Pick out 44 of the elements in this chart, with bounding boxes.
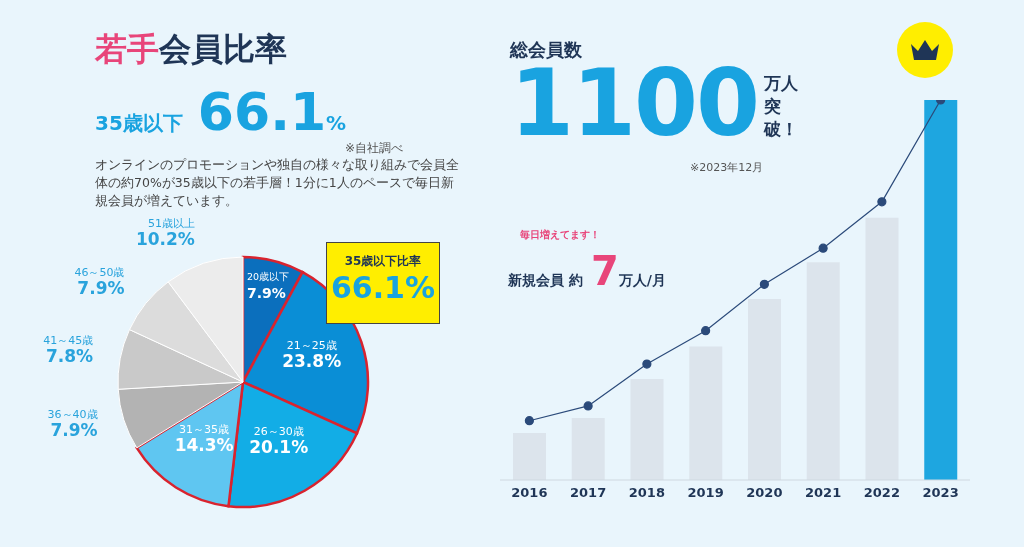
slice-label: 51歳以上 [147,217,195,231]
point [818,243,828,253]
point [583,401,593,411]
x-tick-label: 2022 [863,485,900,501]
annotation: 毎日増えてます！ [520,228,600,242]
x-tick-label: 2016 [511,485,548,501]
bar [806,262,840,480]
bar [630,378,664,480]
x-tick-label: 2023 [922,485,959,501]
slice-label: 46～50歳 [74,266,125,280]
x-tick-label: 2019 [687,485,724,501]
data-label: 14.3% [174,435,234,456]
bar [748,299,781,480]
text: 35歳以下比率 66.1% [329,253,437,305]
text: オンラインのプロモーションや独自の様々な取り組みで会員全体の約70%が35歳以下の若手層！1分に1人のペースで毎日新規会員が増えています。 [95,156,460,210]
x-tick-label: 2018 [628,485,665,501]
x-tick-label: 2021 [805,485,842,501]
slice-label: 21～25歳 [286,338,337,352]
text: ※自社調べ [345,140,404,157]
chart-title: 若手会員比率 [95,29,287,70]
bar [924,100,958,480]
data-label: 10.2% [135,229,195,250]
annotation: ※2023年12月 [690,160,764,175]
point [642,359,652,369]
point [759,279,769,289]
data-label: 20.1% [249,437,309,458]
slice-label: 41～45歳 [43,333,94,347]
slice-label: 20歳以下 [247,270,290,282]
data-label: 7.9% [77,278,125,299]
chart-title: 総会員数 [510,38,582,62]
x-tick-label: 2020 [746,485,783,501]
chart-subtitle: 35歳以下 66.1% [95,82,347,142]
x-tick-label: 2017 [570,485,607,501]
slice-label: 31～35歳 [179,423,230,437]
point [524,416,534,426]
data-label: 23.8% [282,350,342,371]
point [877,197,887,207]
data-label: 7.9% [50,420,98,441]
slice-label: 26～30歳 [253,425,304,439]
slice-label: 36～40歳 [47,408,98,422]
bar [865,217,899,480]
data-label: 7.9% [247,284,286,301]
point [701,326,711,336]
data-label: 7.8% [46,345,94,366]
